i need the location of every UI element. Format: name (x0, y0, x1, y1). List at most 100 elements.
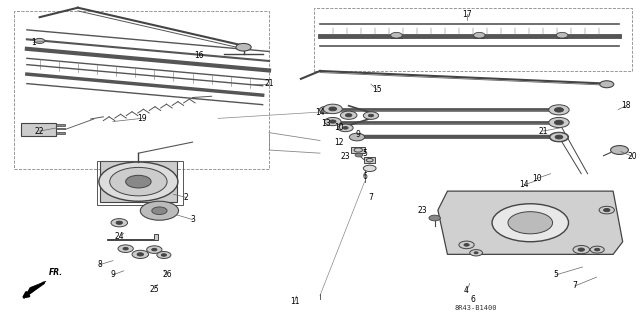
Text: 11: 11 (290, 297, 300, 306)
Text: 1: 1 (31, 38, 36, 47)
Bar (97, 161, 183, 205)
Circle shape (590, 246, 604, 253)
Circle shape (508, 212, 552, 234)
Text: 19: 19 (137, 114, 147, 123)
Circle shape (137, 253, 143, 256)
Circle shape (573, 246, 589, 254)
Circle shape (99, 162, 178, 201)
Circle shape (364, 165, 376, 172)
Bar (351, 146, 365, 153)
Circle shape (391, 33, 402, 38)
Circle shape (600, 81, 614, 88)
Bar (56, 128, 65, 130)
Text: 14: 14 (315, 108, 325, 116)
Circle shape (35, 38, 45, 43)
Circle shape (343, 127, 348, 129)
Circle shape (147, 246, 162, 253)
Circle shape (549, 132, 568, 142)
Text: 2: 2 (184, 193, 189, 202)
Circle shape (340, 111, 357, 119)
Circle shape (132, 250, 148, 258)
Circle shape (157, 251, 171, 258)
Circle shape (556, 33, 568, 38)
Text: 23: 23 (417, 206, 427, 215)
Circle shape (319, 106, 333, 113)
Circle shape (611, 145, 628, 154)
Bar (314, 8, 632, 71)
Text: 21: 21 (538, 127, 548, 136)
Bar (14, 11, 269, 169)
Text: 18: 18 (621, 101, 630, 110)
Text: 24: 24 (115, 233, 124, 241)
Circle shape (324, 117, 341, 126)
Circle shape (464, 244, 469, 246)
Circle shape (355, 153, 363, 157)
Circle shape (548, 117, 569, 128)
Bar (56, 132, 65, 134)
Text: 5: 5 (362, 149, 367, 158)
Text: 17: 17 (461, 10, 472, 19)
Polygon shape (24, 281, 46, 299)
Circle shape (459, 241, 474, 249)
Circle shape (550, 106, 567, 114)
Text: 7: 7 (369, 193, 373, 202)
Circle shape (125, 175, 151, 188)
Text: 7: 7 (572, 281, 577, 291)
Circle shape (474, 33, 485, 38)
Text: 25: 25 (150, 285, 159, 294)
Text: 9: 9 (356, 130, 361, 139)
Circle shape (474, 252, 478, 254)
Circle shape (338, 124, 353, 132)
Circle shape (595, 249, 600, 251)
Circle shape (548, 105, 569, 115)
Circle shape (555, 135, 563, 139)
Polygon shape (106, 234, 157, 240)
Circle shape (599, 206, 614, 214)
Circle shape (152, 207, 167, 214)
Text: FR.: FR. (49, 269, 63, 278)
Circle shape (329, 107, 337, 111)
Circle shape (554, 120, 563, 125)
Circle shape (429, 215, 440, 221)
Circle shape (550, 118, 567, 127)
Text: 15: 15 (372, 85, 382, 94)
Bar (20, 122, 56, 136)
Text: 23: 23 (340, 152, 350, 161)
Circle shape (140, 201, 179, 220)
Text: 14: 14 (519, 180, 529, 189)
Text: 12: 12 (334, 137, 344, 147)
Text: 3: 3 (190, 215, 195, 224)
Circle shape (116, 221, 122, 224)
Bar (100, 161, 177, 202)
Text: 22: 22 (35, 127, 44, 136)
Circle shape (349, 133, 365, 141)
Circle shape (604, 209, 610, 212)
Circle shape (323, 104, 342, 114)
Circle shape (554, 108, 563, 112)
Circle shape (470, 250, 483, 256)
Text: 20: 20 (627, 152, 637, 161)
Bar (364, 157, 376, 163)
Circle shape (111, 219, 127, 227)
Text: 6: 6 (362, 172, 367, 182)
Circle shape (346, 114, 352, 117)
Text: 16: 16 (194, 51, 204, 60)
Circle shape (492, 204, 568, 242)
Circle shape (330, 120, 336, 123)
Circle shape (369, 114, 374, 117)
Text: 8: 8 (98, 260, 102, 269)
Circle shape (550, 133, 568, 141)
Text: 10: 10 (334, 123, 344, 132)
Text: 5: 5 (554, 271, 558, 279)
Circle shape (109, 167, 167, 196)
Text: 21: 21 (264, 79, 274, 88)
Circle shape (152, 249, 157, 251)
Text: 6: 6 (470, 295, 476, 304)
Circle shape (118, 245, 133, 252)
Circle shape (161, 254, 166, 256)
Text: 4: 4 (464, 286, 469, 295)
Bar (56, 124, 65, 126)
Text: 13: 13 (321, 119, 331, 128)
Circle shape (578, 248, 584, 251)
Text: 26: 26 (163, 271, 172, 279)
